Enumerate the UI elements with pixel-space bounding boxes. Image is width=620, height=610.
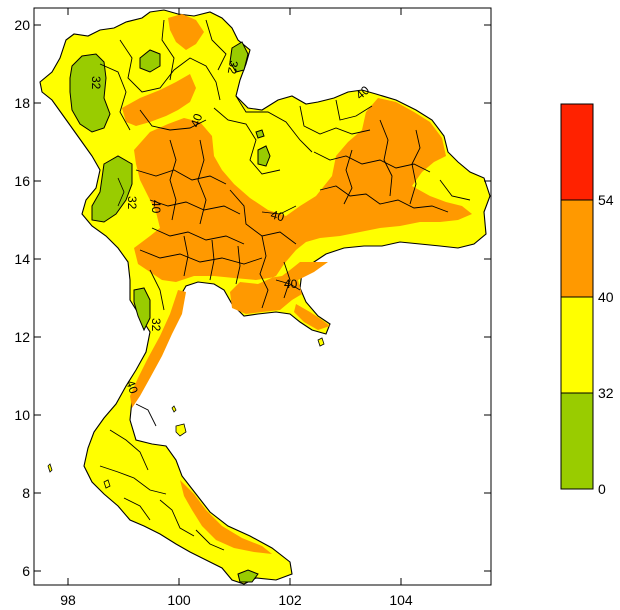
contour-label: 32 <box>149 318 163 332</box>
boundary-line <box>149 269 165 311</box>
green-western-ridge <box>91 155 133 223</box>
boundary-line <box>139 109 207 131</box>
boundary-line <box>99 63 131 131</box>
green-regions <box>69 41 271 583</box>
x-tick-label: 100 <box>167 592 191 608</box>
contour-label: 32 <box>125 196 139 210</box>
x-tick-label: 98 <box>60 592 76 608</box>
green-tenasserim-patch <box>133 287 151 332</box>
contour-lines <box>117 177 301 291</box>
boundary-line <box>109 429 149 471</box>
orange-top-spur <box>168 14 204 50</box>
y-tick-label: 12 <box>14 329 30 345</box>
boundary-line <box>205 19 227 71</box>
boundary-line <box>139 249 263 265</box>
contour-label: 40 <box>269 207 286 224</box>
y-tick-label: 14 <box>14 251 30 267</box>
boundary-line <box>229 189 297 245</box>
boundary-line <box>195 529 225 551</box>
green-small-patch <box>255 129 265 139</box>
contour-label: 32 <box>89 76 103 90</box>
boundary-line <box>343 149 353 205</box>
boundary-line <box>169 139 177 221</box>
contour-line-32 <box>117 177 125 207</box>
boundary-line <box>135 169 227 185</box>
island <box>171 405 177 413</box>
boundary-line <box>335 99 373 121</box>
colorbar-legend: 54 40 32 0 <box>560 103 614 497</box>
boundary-line <box>379 119 393 197</box>
island <box>103 479 111 489</box>
boundary-line <box>213 107 281 175</box>
green-north-patch <box>139 49 161 73</box>
boundary-line <box>313 151 431 173</box>
y-tick-label: 10 <box>14 407 30 423</box>
x-axis: 98 100 102 104 <box>60 8 413 608</box>
orange-north-band <box>122 74 196 126</box>
orange-southeast-coast <box>294 304 330 330</box>
island <box>47 463 53 473</box>
boundary-line <box>197 139 207 225</box>
y-tick-label: 18 <box>14 95 30 111</box>
boundary-line <box>151 227 245 245</box>
y-axis: 20 18 16 14 12 10 8 6 <box>14 17 491 579</box>
contour-label: 40 <box>188 111 206 129</box>
green-central-patch <box>257 145 271 167</box>
boundary-line <box>123 497 151 521</box>
y-tick-label: 6 <box>22 563 30 579</box>
contour-label: 32 <box>225 59 241 75</box>
boundary-line <box>409 129 421 205</box>
boundary-line <box>183 235 189 277</box>
boundary-line <box>159 499 195 537</box>
colorbar-band-40-54 <box>560 199 594 298</box>
island <box>175 423 187 437</box>
boundary-line <box>319 185 449 213</box>
colorbar-band-54plus <box>560 103 594 201</box>
orange-regions <box>122 14 472 554</box>
boundary-line <box>161 19 175 81</box>
boundary-line <box>119 39 221 101</box>
boundary-line <box>99 465 167 495</box>
boundary-line <box>299 105 371 135</box>
boundary-line <box>283 261 291 299</box>
boundary-line <box>235 95 313 153</box>
x-tick-label: 102 <box>278 592 302 608</box>
colorbar-label: 54 <box>598 192 614 208</box>
colorbar-label: 0 <box>598 481 606 497</box>
boundary-line <box>259 235 269 309</box>
contour-label: 40 <box>284 277 298 291</box>
orange-central-northeast <box>134 98 472 314</box>
colorbar-label: 40 <box>598 289 614 305</box>
boundary-line <box>235 245 241 285</box>
contour-label: 40 <box>123 378 141 396</box>
boundary-line <box>439 179 471 201</box>
colorbar-band-32-40 <box>560 296 594 394</box>
x-tick-label: 104 <box>389 592 413 608</box>
boundary-line <box>135 403 157 427</box>
boundary-line <box>149 199 241 215</box>
colorbar-label: 32 <box>598 385 614 401</box>
y-tick-label: 20 <box>14 17 30 33</box>
islands <box>47 337 325 489</box>
green-south-tip <box>237 569 259 583</box>
green-northwest-hills <box>69 53 111 133</box>
green-northeast-patch <box>229 41 249 73</box>
orange-peninsula-west <box>130 290 186 408</box>
y-tick-label: 8 <box>22 485 30 501</box>
colorbar-band-0-32 <box>560 392 594 490</box>
y-tick-label: 16 <box>14 173 30 189</box>
orange-peninsula-south <box>180 480 272 554</box>
contour-line-40 <box>275 279 301 291</box>
contour-line-40 <box>261 205 297 215</box>
island <box>317 337 325 347</box>
contour-label: 40 <box>149 200 163 214</box>
province-boundaries <box>99 19 471 551</box>
boundary-line <box>209 239 215 281</box>
